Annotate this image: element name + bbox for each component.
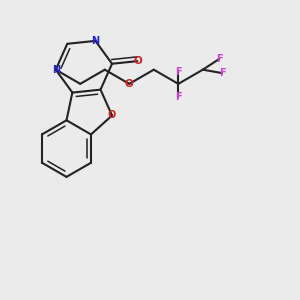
Text: O: O <box>108 110 116 121</box>
Text: F: F <box>216 54 223 64</box>
Text: F: F <box>175 67 181 77</box>
Text: F: F <box>175 92 181 102</box>
Text: N: N <box>52 65 60 75</box>
Text: F: F <box>219 68 225 78</box>
Text: O: O <box>125 79 134 89</box>
Text: O: O <box>133 56 142 66</box>
Text: N: N <box>91 36 100 46</box>
